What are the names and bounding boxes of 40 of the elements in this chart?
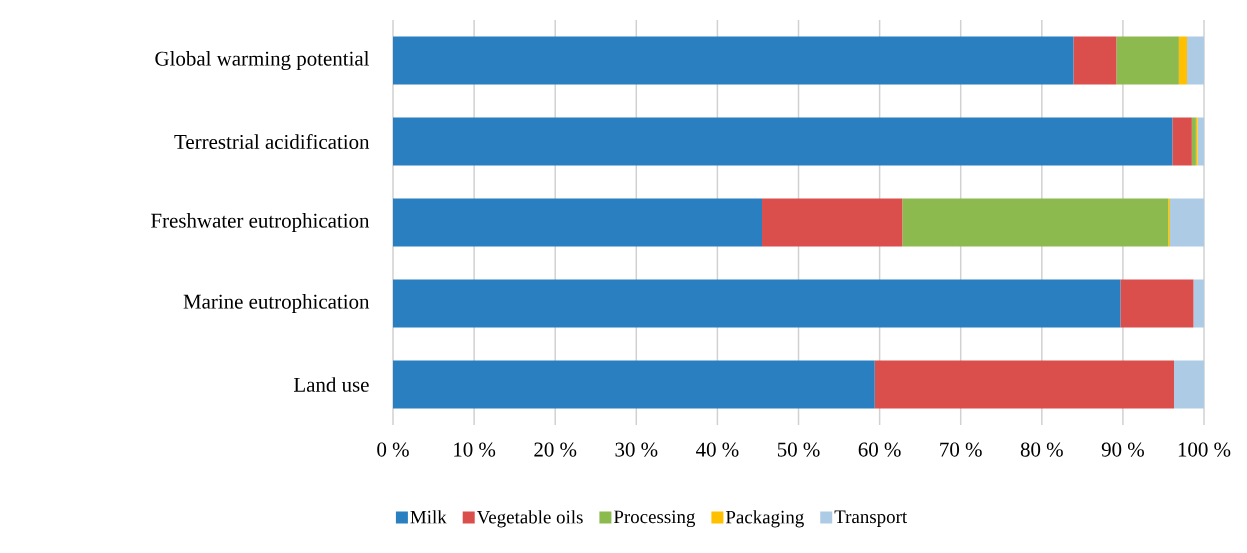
x-tick-label: 100 % [1178, 442, 1231, 457]
x-tick-label: 10 % [454, 442, 496, 457]
bar [1073, 36, 1117, 85]
legend-label: Packaging [725, 510, 804, 528]
bar [1191, 117, 1196, 166]
x-tick-label: 50 % [777, 442, 820, 457]
bar [1193, 279, 1205, 328]
bar [1178, 36, 1187, 85]
x-tick-label: 80 % [1020, 442, 1063, 457]
x-tick-label: 30 % [615, 442, 658, 457]
y-tick-label: Global warming potential [155, 50, 370, 71]
x-tick-label: 60 % [858, 442, 901, 457]
y-tick-label: Marine eutrophication [183, 294, 370, 313]
x-tick-label: 20 % [534, 442, 577, 457]
bar [1116, 36, 1179, 85]
bar [393, 198, 763, 247]
x-tick-label: 70 % [940, 442, 982, 457]
bar [393, 279, 1121, 328]
x-tick-label: 0 % [377, 442, 409, 457]
bar [902, 198, 1169, 247]
bar [1197, 117, 1205, 166]
legend-label: Processing [613, 510, 696, 528]
x-tick-label: 90 % [1101, 442, 1144, 457]
legend-label: Transport [834, 510, 908, 527]
y-tick-label: Terrestrial acidification [174, 134, 370, 149]
y-tick-label: Land use [293, 377, 369, 392]
x-tick-label: 40 % [696, 442, 739, 457]
bar [1174, 360, 1205, 409]
bar [1172, 117, 1192, 166]
bar [1186, 36, 1205, 85]
bar [1169, 198, 1205, 247]
bar [393, 36, 1074, 85]
legend-label: Milk [410, 510, 447, 524]
bar [1120, 279, 1194, 328]
y-tick-label: Freshwater eutrophication [151, 213, 370, 232]
bar [393, 117, 1173, 166]
bar [393, 360, 875, 409]
bar [762, 198, 903, 247]
legend-label: Vegetable oils [476, 510, 583, 528]
bar [874, 360, 1174, 409]
